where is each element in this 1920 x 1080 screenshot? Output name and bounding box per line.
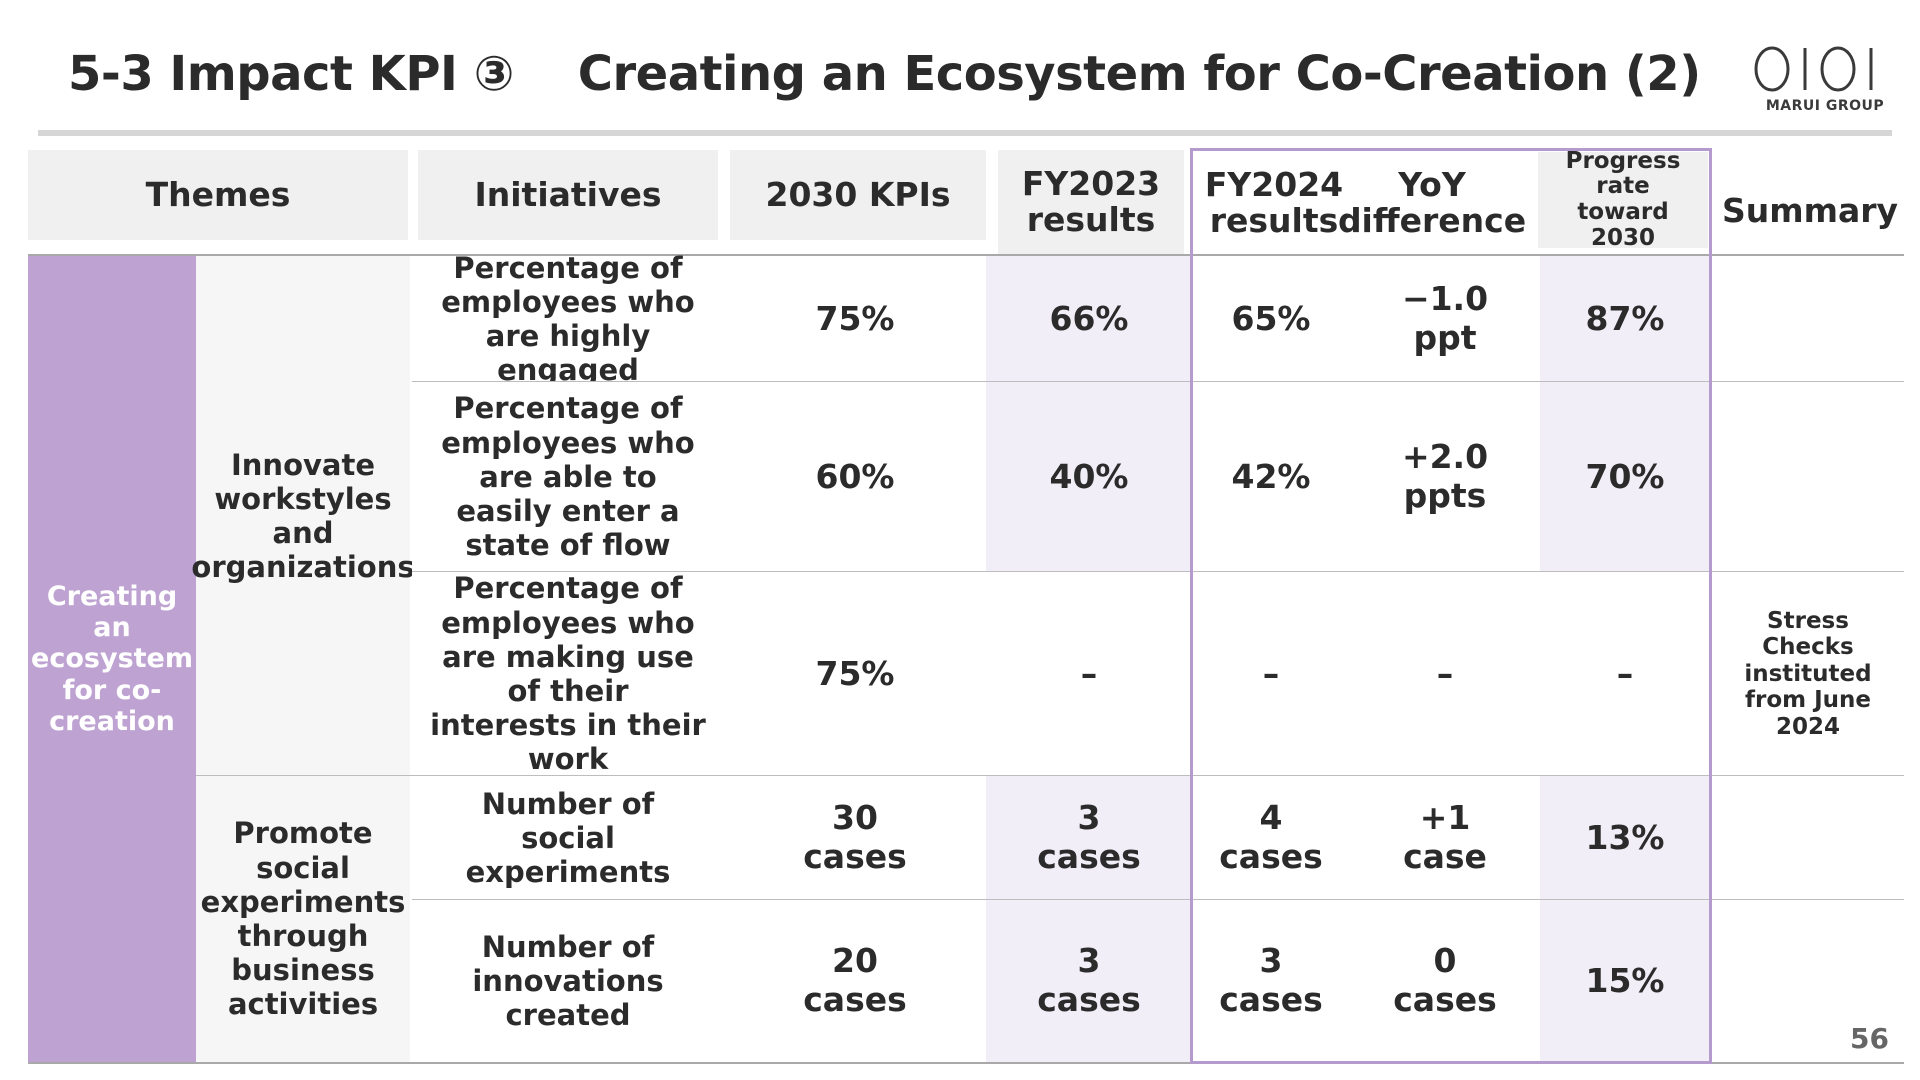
target-cell: 75% [724, 256, 986, 382]
target-cell: 75% [724, 572, 986, 776]
target-cell: 30 cases [724, 776, 986, 900]
marui-oioi-logo [1754, 46, 1873, 92]
progress-cell: 70% [1540, 382, 1710, 572]
slide-title-number: 5-3 Impact KPI ③ [68, 46, 514, 102]
fy2023-cell: 66% [986, 256, 1192, 382]
header-fy2023-results: FY2023 results [998, 150, 1184, 254]
fy2024-cell: 65% [1192, 256, 1350, 382]
initiative-social-experiments: Promote social experiments through busin… [196, 776, 410, 1062]
fy2023-cell: 40% [986, 382, 1192, 572]
yoy-cell: −1.0 ppt [1350, 256, 1540, 382]
progress-cell: 15% [1540, 900, 1710, 1062]
fy2024-cell: 42% [1192, 382, 1350, 572]
yoy-cell: +2.0 ppts [1350, 382, 1540, 572]
header-progress-rate: Progress rate toward 2030 [1538, 148, 1708, 251]
kpi-cell: Percentage of employees who are able to … [412, 382, 724, 572]
progress-cell: 13% [1540, 776, 1710, 900]
target-cell: 20 cases [724, 900, 986, 1062]
row-divider [412, 571, 1904, 572]
header-yoy-difference: YoY difference [1338, 154, 1526, 252]
initiative-workstyles: Innovate workstyles and organizations [191, 256, 415, 776]
fy2024-cell: – [1192, 572, 1350, 776]
header-2030-kpis: 2030 KPIs [730, 150, 986, 240]
logo-subtitle: MARUI GROUP [1765, 98, 1885, 114]
kpi-cell: Percentage of employees who are making u… [412, 571, 724, 776]
summary-cell [1712, 900, 1904, 1062]
header-summary: Summary [1712, 176, 1908, 246]
theme-cell: Creating an ecosystem for co-creation [28, 256, 196, 1062]
title-underline [38, 130, 1892, 136]
row-divider [412, 381, 1904, 382]
kpi-cell: Percentage of employees who are highly e… [412, 251, 724, 387]
header-fy2024-results: FY2024 results [1196, 154, 1352, 252]
page-number: 56 [1850, 1022, 1889, 1055]
yoy-cell: +1 case [1350, 776, 1540, 900]
header-themes: Themes [28, 150, 408, 240]
yoy-cell: 0 cases [1350, 900, 1540, 1062]
summary-cell [1712, 382, 1904, 572]
row-divider [196, 775, 1904, 776]
target-cell: 60% [724, 382, 986, 572]
progress-cell: 87% [1540, 256, 1710, 382]
yoy-cell: – [1350, 572, 1540, 776]
fy2024-cell: 3 cases [1192, 900, 1350, 1062]
fy2024-cell: 4 cases [1192, 776, 1350, 900]
summary-cell [1712, 776, 1904, 900]
fy2023-cell: – [986, 572, 1192, 776]
fy2023-cell: 3 cases [986, 776, 1192, 900]
progress-cell: – [1540, 572, 1710, 776]
fy2023-cell: 3 cases [986, 900, 1192, 1062]
kpi-cell: Number of innovations created [412, 900, 724, 1062]
row-divider [412, 899, 1904, 900]
table-bottom-rule [28, 1062, 1904, 1064]
kpi-cell: Number of social experiments [412, 776, 724, 900]
summary-cell [1712, 256, 1904, 382]
summary-cell: Stress Checks instituted from June 2024 [1712, 572, 1904, 776]
header-initiatives: Initiatives [418, 150, 718, 240]
slide-title: 5-3 Impact KPI ③ Creating an Ecosystem fo… [68, 46, 1701, 102]
slide-title-text: Creating an Ecosystem for Co-Creation (2… [577, 46, 1701, 102]
header-divider [28, 254, 1904, 256]
